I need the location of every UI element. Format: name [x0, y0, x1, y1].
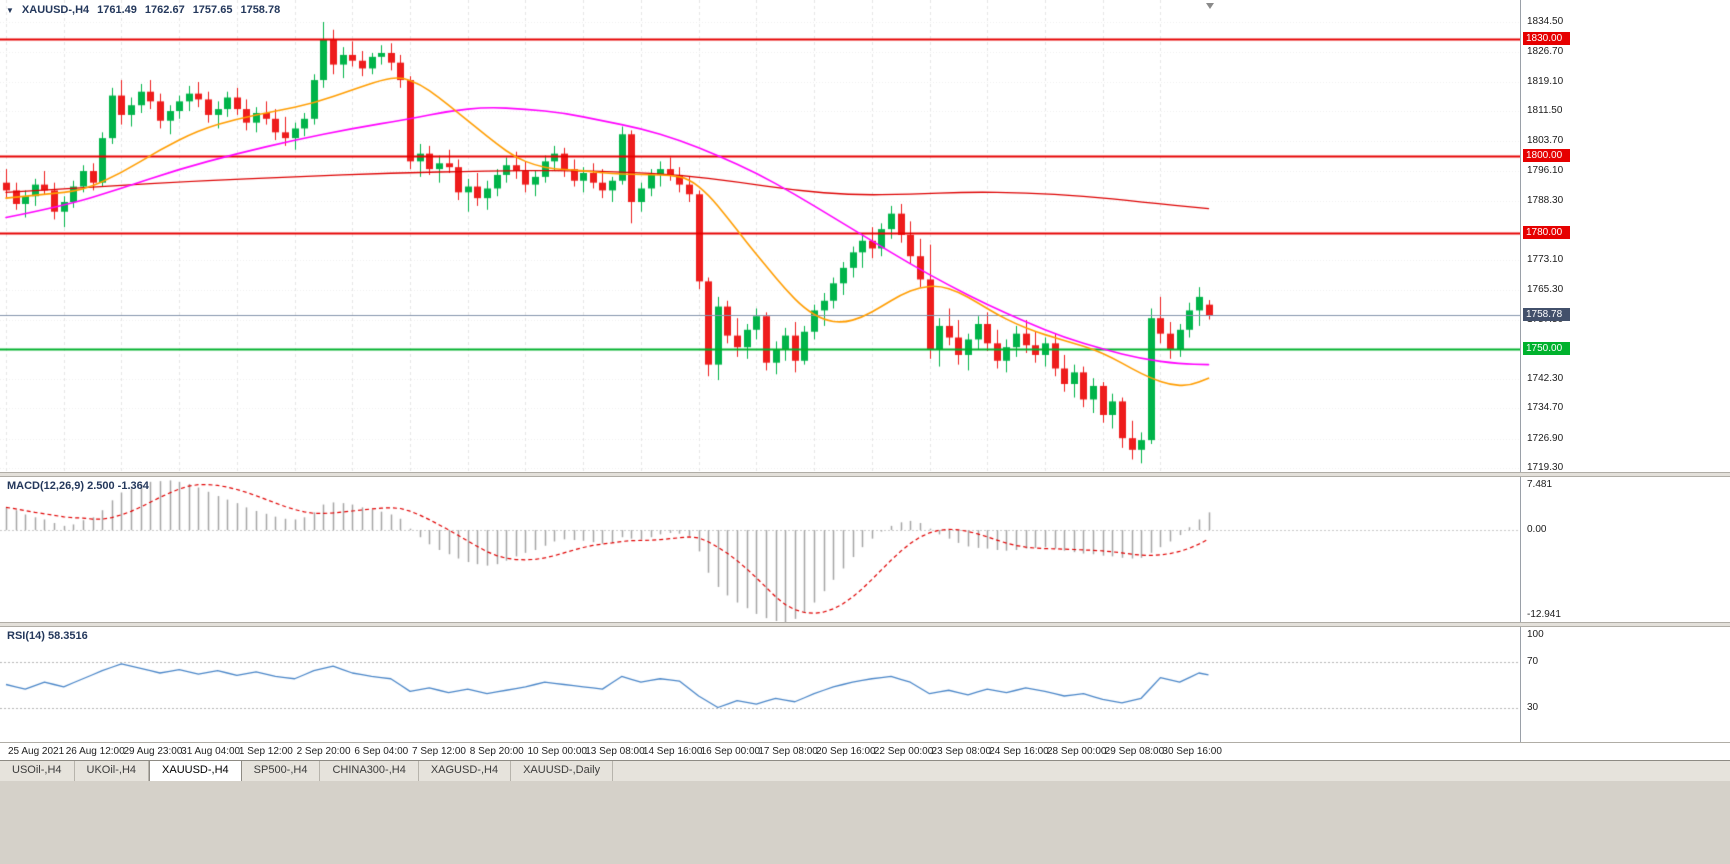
ohlc-low: 1757.65 — [192, 4, 233, 16]
chart-tab-xauusd-daily[interactable]: XAUUSD-,Daily — [511, 761, 614, 781]
price-tag-1800.00: 1800.00 — [1523, 148, 1570, 162]
price-tag-1830.00: 1830.00 — [1523, 32, 1570, 46]
price-scale-label: 1773.10 — [1527, 253, 1564, 265]
price-scale-label: 1719.30 — [1527, 462, 1564, 473]
price-scale-label: 1803.70 — [1527, 135, 1564, 147]
candlestick-chart[interactable] — [0, 0, 1520, 472]
chart-tab-bar: USOil-,H4 UKOil-,H4 XAUUSD-,H4 SP500-,H4 CHI… — [0, 760, 1730, 781]
time-scale-label: 8 Sep 20:00 — [469, 746, 524, 757]
rsi-scale-label: 70 — [1527, 655, 1539, 667]
time-scale-label: 22 Sep 00:00 — [873, 746, 934, 757]
time-scale-label: 30 Sep 16:00 — [1162, 746, 1222, 757]
chart-symbol-label: XAUUSD-,H4 — [21, 4, 90, 16]
ohlc-close: 1758.78 — [240, 4, 281, 16]
time-scale-label: 28 Sep 00:00 — [1046, 746, 1107, 757]
time-scale[interactable]: 25 Aug 2021 26 Aug 12:00 29 Aug 23:00 31 Au… — [0, 742, 1730, 761]
time-scale-label: 16 Sep 00:00 — [700, 746, 761, 757]
time-scale-label: 13 Sep 08:00 — [585, 746, 645, 757]
time-scale-label: 17 Sep 08:00 — [758, 746, 818, 757]
macd-indicator-chart[interactable] — [0, 477, 1520, 622]
price-scale-label: 1811.50 — [1527, 105, 1563, 117]
chart-tab-xauusd-h4[interactable]: XAUUSD-,H4 — [149, 761, 242, 781]
price-scale-label: 1765.30 — [1527, 283, 1564, 295]
chart-tab-china300-h4[interactable]: CHINA300-,H4 — [320, 761, 419, 781]
chart-tab-sp500-h4[interactable]: SP500-,H4 — [242, 761, 321, 781]
time-scale-label: 24 Sep 16:00 — [989, 746, 1049, 757]
time-scale-label: 7 Sep 12:00 — [412, 746, 466, 757]
chart-tab-xagusd-h4[interactable]: XAGUSD-,H4 — [419, 761, 512, 781]
macd-panel-splitter[interactable] — [0, 472, 1730, 477]
rsi-indicator-label: RSI(14) 58.3516 — [7, 630, 88, 642]
time-scale-label: 1 Sep 12:00 — [238, 746, 293, 757]
chart-tab-usoil-h4[interactable]: USOil-,H4 — [0, 761, 75, 781]
time-scale-label: 14 Sep 16:00 — [642, 746, 703, 757]
price-scale-label: 1796.10 — [1527, 164, 1564, 176]
time-scale-label: 29 Sep 08:00 — [1104, 746, 1165, 757]
ohlc-open: 1761.49 — [97, 4, 137, 16]
time-scale-label: 31 Aug 04:00 — [181, 746, 241, 757]
chart-tab-ukoil-h4[interactable]: UKOil-,H4 — [75, 761, 150, 781]
price-scale-label: 1726.90 — [1527, 432, 1564, 444]
price-scale-label: 1819.10 — [1527, 75, 1564, 87]
chart-ohlc-header: ▼ XAUUSD-,H4 1761.49 1762.67 1757.65 175… — [6, 4, 280, 16]
rsi-panel-splitter[interactable] — [0, 622, 1730, 627]
price-tag-1780.00: 1780.00 — [1523, 225, 1570, 239]
price-scale-label: 1834.50 — [1527, 16, 1564, 27]
chart-shift-marker-icon — [1206, 3, 1214, 9]
time-scale-label: 23 Sep 08:00 — [931, 746, 992, 757]
price-scale-label: 1742.30 — [1527, 372, 1564, 384]
rsi-scale-label: 30 — [1527, 701, 1539, 713]
time-scale-label: 20 Sep 16:00 — [816, 746, 876, 757]
price-tag-1750.00: 1750.00 — [1523, 342, 1570, 356]
price-scale-label: 1826.70 — [1527, 46, 1564, 58]
price-scale[interactable]: 1834.50 1826.70 1819.10 1811.50 1803.70 1796.… — [1520, 0, 1730, 742]
time-scale-label: 26 Aug 12:00 — [65, 746, 125, 757]
price-scale-label: 1734.70 — [1527, 402, 1564, 414]
symbol-marker-icon[interactable]: ▼ — [6, 6, 14, 15]
time-scale-label: 29 Aug 23:00 — [123, 746, 183, 757]
price-scale-label: 1788.30 — [1527, 194, 1564, 206]
rsi-scale-label: 100 — [1527, 629, 1544, 640]
time-scale-label: 10 Sep 00:00 — [527, 746, 587, 757]
ohlc-high: 1762.67 — [144, 4, 185, 16]
macd-indicator-label: MACD(12,26,9) 2.500 -1.364 — [7, 480, 149, 492]
window-bottom-area — [0, 780, 1730, 864]
macd-scale-label: -12.941 — [1527, 609, 1561, 620]
macd-scale-label: 7.481 — [1527, 479, 1553, 490]
time-scale-label: 2 Sep 20:00 — [296, 746, 351, 757]
rsi-indicator-chart[interactable] — [0, 627, 1520, 742]
time-scale-label: 25 Aug 2021 — [8, 746, 65, 757]
time-scale-label: 6 Sep 04:00 — [354, 746, 409, 757]
price-tag-1758.78: 1758.78 — [1523, 308, 1570, 322]
macd-scale-label: 0.00 — [1527, 524, 1547, 536]
